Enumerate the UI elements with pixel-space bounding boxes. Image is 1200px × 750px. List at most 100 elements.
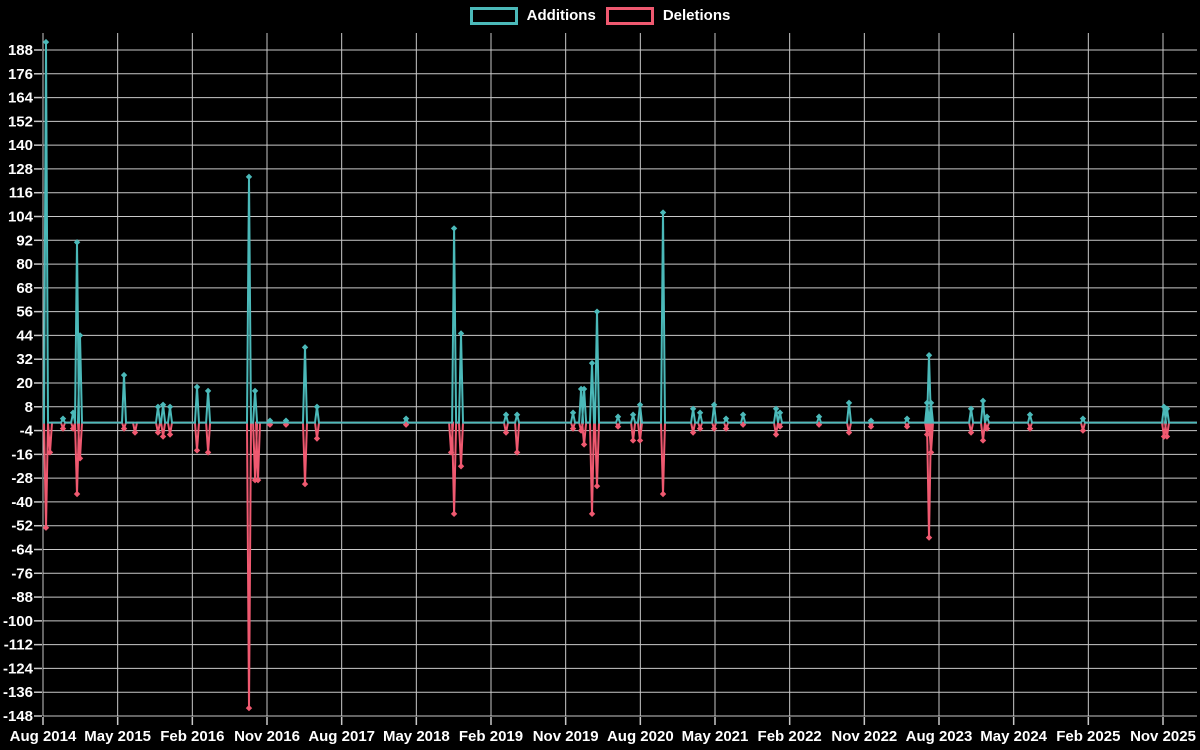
additions-swatch-icon bbox=[469, 7, 518, 25]
additions-marker bbox=[925, 352, 933, 359]
y-tick-label: -28 bbox=[11, 470, 33, 487]
x-tick-label: May 2021 bbox=[682, 728, 749, 745]
additions-marker bbox=[282, 417, 290, 424]
x-tick-label: Aug 2014 bbox=[10, 728, 77, 745]
y-tick-label: 8 bbox=[25, 399, 33, 416]
legend-item-deletions[interactable]: Deletions bbox=[605, 6, 731, 26]
additions-marker bbox=[772, 405, 780, 412]
additions-marker bbox=[502, 411, 510, 418]
deletions-marker bbox=[1079, 427, 1087, 434]
y-tick-label: -52 bbox=[11, 518, 33, 535]
deletions-line bbox=[43, 419, 1197, 709]
legend-additions-label: Additions bbox=[526, 7, 596, 24]
y-tick-label: 80 bbox=[16, 256, 33, 273]
y-tick-label: 128 bbox=[8, 161, 33, 178]
deletions-marker bbox=[696, 425, 704, 432]
deletions-marker bbox=[903, 423, 911, 430]
y-tick-label: 140 bbox=[8, 137, 33, 154]
y-tick-label: 32 bbox=[16, 351, 33, 368]
x-tick-label: Feb 2025 bbox=[1056, 728, 1120, 745]
deletions-marker bbox=[1163, 433, 1171, 440]
additions-marker bbox=[588, 359, 596, 367]
deletions-marker bbox=[42, 524, 50, 531]
x-tick-label: Nov 2016 bbox=[234, 728, 300, 745]
deletions-marker bbox=[927, 449, 935, 456]
additions-marker bbox=[450, 225, 458, 232]
x-tick-label: Feb 2022 bbox=[758, 728, 822, 745]
x-tick-label: Aug 2017 bbox=[308, 728, 375, 745]
x-tick-label: Feb 2019 bbox=[459, 728, 523, 745]
additions-marker bbox=[154, 403, 162, 410]
additions-marker bbox=[59, 415, 67, 422]
x-tick-label: Nov 2022 bbox=[831, 728, 897, 745]
additions-marker bbox=[983, 413, 991, 420]
y-tick-label: 104 bbox=[8, 209, 34, 226]
y-tick-label: -76 bbox=[11, 565, 33, 582]
x-tick-label: May 2018 bbox=[383, 728, 450, 745]
legend-item-additions[interactable]: Additions bbox=[469, 6, 596, 26]
x-tick-label: May 2024 bbox=[980, 728, 1047, 745]
deletions-marker bbox=[689, 429, 697, 436]
additions-marker bbox=[867, 417, 875, 424]
y-tick-label: 20 bbox=[16, 375, 33, 392]
additions-marker bbox=[76, 332, 84, 339]
deletions-marker bbox=[983, 425, 991, 432]
x-tick-label: Nov 2019 bbox=[533, 728, 599, 745]
additions-marker bbox=[696, 409, 704, 416]
additions-marker bbox=[69, 409, 77, 416]
additions-marker bbox=[73, 239, 81, 246]
additions-marker bbox=[166, 403, 174, 410]
deletions-marker bbox=[166, 431, 174, 438]
additions-marker bbox=[845, 399, 853, 407]
y-tick-label: -40 bbox=[11, 494, 33, 511]
additions-marker bbox=[923, 399, 931, 407]
deletions-marker bbox=[776, 423, 784, 430]
additions-marker bbox=[614, 413, 622, 420]
deletions-marker bbox=[131, 429, 139, 436]
y-tick-label: -100 bbox=[3, 613, 33, 630]
deletions-marker bbox=[159, 433, 167, 440]
additions-marker bbox=[710, 401, 718, 409]
deletions-marker bbox=[254, 476, 262, 484]
additions-marker bbox=[815, 413, 823, 420]
y-tick-label: 188 bbox=[8, 42, 33, 59]
additions-marker bbox=[636, 401, 644, 409]
additions-marker bbox=[569, 409, 577, 416]
additions-marker bbox=[927, 399, 935, 407]
additions-marker bbox=[1026, 411, 1034, 418]
deletions-marker bbox=[659, 490, 667, 498]
deletions-marker bbox=[577, 427, 585, 434]
deletions-marker bbox=[580, 441, 588, 448]
additions-marker bbox=[251, 387, 259, 395]
deletions-marker bbox=[1026, 425, 1034, 432]
additions-marker bbox=[776, 409, 784, 416]
additions-marker bbox=[629, 411, 637, 418]
deletions-marker bbox=[925, 534, 933, 541]
deletions-marker bbox=[76, 455, 84, 462]
x-tick-label: Nov 2025 bbox=[1130, 728, 1196, 745]
y-tick-label: -64 bbox=[11, 542, 33, 559]
y-tick-label: -88 bbox=[11, 589, 33, 606]
additions-marker bbox=[402, 415, 410, 422]
y-tick-label: 164 bbox=[8, 90, 34, 107]
deletions-marker bbox=[120, 425, 128, 432]
deletions-marker bbox=[73, 490, 81, 498]
deletions-marker bbox=[629, 437, 637, 444]
deletions-marker bbox=[59, 425, 67, 432]
additions-marker bbox=[204, 387, 212, 395]
additions-marker bbox=[313, 403, 321, 410]
deletions-marker bbox=[513, 449, 521, 456]
additions-marker bbox=[120, 371, 128, 379]
deletions-marker bbox=[588, 510, 596, 518]
additions-marker bbox=[193, 383, 201, 391]
additions-marker bbox=[689, 405, 697, 412]
additions-marker bbox=[593, 308, 601, 315]
additions-marker bbox=[659, 209, 667, 216]
deletions-marker bbox=[569, 425, 577, 432]
deletions-marker bbox=[69, 425, 77, 432]
legend-deletions-label: Deletions bbox=[662, 7, 731, 24]
additions-marker bbox=[245, 173, 253, 181]
additions-marker bbox=[903, 415, 911, 422]
deletions-marker bbox=[313, 435, 321, 442]
y-tick-label: 176 bbox=[8, 66, 33, 83]
